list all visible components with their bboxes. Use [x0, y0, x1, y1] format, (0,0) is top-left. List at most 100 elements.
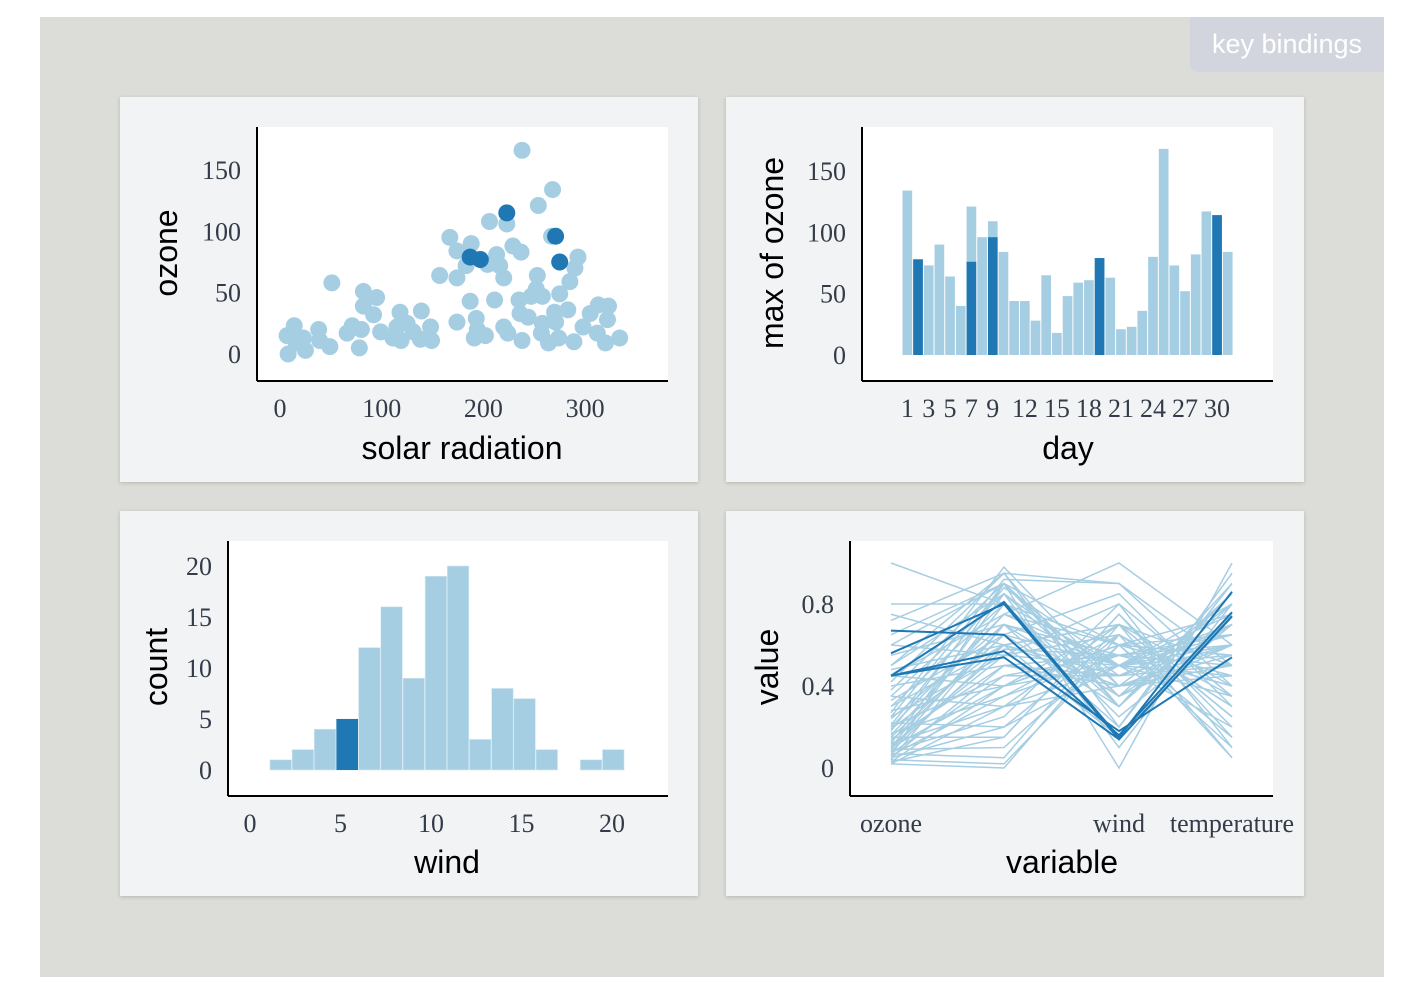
- bar: [1169, 265, 1180, 355]
- data-point: [511, 305, 529, 323]
- histogram-bar: [469, 739, 492, 771]
- bar: [1073, 282, 1084, 355]
- x-axis-title: variable: [1006, 844, 1118, 880]
- histogram-bar: [313, 728, 337, 771]
- histogram-bar: [380, 606, 403, 771]
- data-point: [354, 282, 372, 300]
- data-point: [559, 301, 577, 319]
- selected-bar: [1094, 258, 1105, 355]
- axis-label: wind: [1093, 809, 1145, 838]
- data-point: [431, 266, 449, 284]
- selected-bar: [966, 261, 977, 355]
- bar: [998, 251, 1009, 355]
- data-point: [551, 285, 569, 303]
- y-tick-label: 20: [186, 552, 212, 581]
- bar: [1084, 280, 1094, 355]
- data-point: [481, 212, 499, 230]
- data-point: [448, 269, 466, 287]
- bar: [1190, 254, 1201, 355]
- data-line: [890, 675, 1233, 765]
- y-tick-label: 5: [199, 705, 212, 734]
- axis-label: temperature: [1170, 809, 1294, 838]
- y-tick-label: 50: [215, 279, 241, 308]
- selected-data-point: [498, 204, 516, 222]
- histogram-bar: [358, 647, 381, 771]
- x-tick-label: 20: [599, 809, 625, 838]
- scatter-panel: 0 100 200 300 0 50 100 150 solar radiation ozone: [120, 97, 698, 482]
- bar: [1041, 275, 1052, 355]
- data-line: [890, 572, 1233, 729]
- selected-bar: [987, 237, 998, 355]
- histogram-chart[interactable]: 0 5 10 15 20 0 5 10 15 20 wind count: [120, 511, 698, 896]
- data-line: [890, 633, 1233, 769]
- x-tick-label: 24: [1140, 394, 1166, 423]
- bar: [934, 244, 945, 355]
- y-axis-title: ozone: [148, 209, 184, 296]
- data-point: [495, 318, 513, 336]
- histogram-bar: [602, 749, 625, 771]
- bar: [945, 276, 955, 355]
- y-axis-title: count: [138, 628, 174, 706]
- selected-data-line: [890, 615, 1233, 741]
- selected-data-line: [890, 591, 1233, 739]
- x-tick-label: 100: [362, 394, 401, 423]
- bar: [1126, 326, 1137, 355]
- data-point: [372, 323, 390, 341]
- data-point: [338, 324, 356, 342]
- data-point: [574, 318, 592, 336]
- data-point: [486, 291, 504, 309]
- scatter-chart[interactable]: 0 100 200 300 0 50 100 150 solar radiation ozone: [120, 97, 698, 482]
- bar: [1222, 251, 1233, 355]
- x-tick-label: 5: [334, 809, 347, 838]
- bar: [923, 265, 934, 355]
- x-tick-label: 12: [1012, 394, 1038, 423]
- bar: [1116, 329, 1126, 355]
- histogram-panel: 0 5 10 15 20 0 5 10 15 20 wind count: [120, 511, 698, 896]
- histogram-bar: [491, 688, 514, 771]
- y-tick-label: 150: [202, 156, 241, 185]
- x-tick-label: 9: [986, 394, 999, 423]
- data-point: [441, 228, 459, 246]
- data-point: [544, 181, 562, 199]
- data-point: [468, 320, 486, 338]
- data-point: [528, 266, 546, 284]
- y-tick-label: 10: [186, 654, 212, 683]
- selected-bar: [1212, 215, 1222, 355]
- y-tick-label: 0.8: [802, 590, 835, 619]
- histogram-bar: [446, 565, 470, 771]
- x-axis-title: solar radiation: [362, 430, 563, 466]
- axis-label: ozone: [860, 809, 922, 838]
- data-point: [611, 329, 629, 347]
- parallel-panel: 0 0.4 0.8 ozone wind temperature variable value: [726, 511, 1304, 896]
- data-point: [533, 314, 551, 332]
- selected-data-point: [547, 227, 565, 245]
- bar: [1062, 296, 1073, 355]
- histogram-bar: [269, 759, 292, 771]
- bar: [1201, 211, 1212, 355]
- bar: [1158, 148, 1169, 355]
- bar: [1030, 320, 1041, 355]
- x-tick-label: 5: [944, 394, 957, 423]
- data-point: [513, 332, 531, 350]
- parallel-coordinates-chart[interactable]: 0 0.4 0.8 ozone wind temperature variable value: [726, 511, 1304, 896]
- key-bindings-button[interactable]: key bindings: [1190, 17, 1384, 72]
- x-tick-label: 1: [901, 394, 914, 423]
- x-tick-label: 200: [464, 394, 503, 423]
- y-tick-label: 0: [228, 340, 241, 369]
- y-tick-label: 100: [807, 218, 846, 247]
- data-line: [890, 613, 1233, 728]
- data-point: [462, 235, 480, 253]
- bar: [1148, 256, 1158, 355]
- data-point: [513, 141, 531, 159]
- data-point: [287, 334, 305, 352]
- x-axis-title: wind: [413, 844, 480, 880]
- bar-chart[interactable]: 0 50 100 150 1 3 5 7 9 12 15 18 21 24 27 30 day max of oz…: [726, 97, 1304, 482]
- data-point: [529, 197, 547, 215]
- selected-data-line: [890, 611, 1233, 737]
- data-point: [599, 297, 617, 315]
- histogram-bar: [513, 698, 536, 771]
- y-tick-label: 50: [820, 280, 846, 309]
- bar: [1052, 332, 1062, 355]
- y-axis-title: value: [749, 629, 785, 706]
- y-tick-label: 100: [202, 217, 241, 246]
